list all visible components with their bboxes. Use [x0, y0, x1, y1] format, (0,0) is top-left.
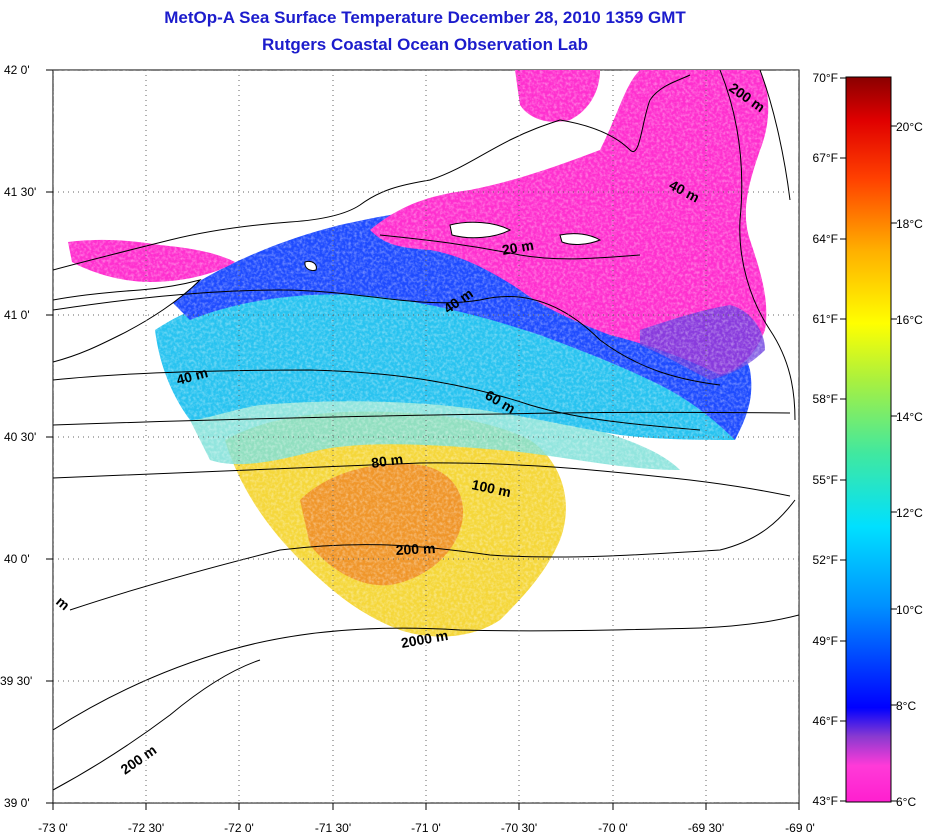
y-tick-label: 42 0'	[4, 63, 30, 77]
celsius-label: 14°C	[896, 410, 923, 424]
map-title: MetOp-A Sea Surface Temperature December…	[164, 8, 686, 27]
x-tick-label: -70 0'	[598, 821, 628, 835]
nantucket	[559, 233, 602, 245]
fahrenheit-label: 52°F	[813, 553, 838, 567]
axis-ticks	[46, 69, 800, 810]
sst-field	[53, 70, 799, 803]
celsius-label: 10°C	[896, 603, 923, 617]
y-tick-label: 41 0'	[4, 308, 30, 322]
new-england-coast	[53, 119, 561, 271]
fahrenheit-label: 67°F	[813, 151, 838, 165]
y-tick-label: 39 30'	[0, 674, 32, 688]
celsius-label: 8°C	[896, 699, 916, 713]
colorbar	[845, 76, 892, 803]
x-tick-label: -70 30'	[501, 821, 537, 835]
fahrenheit-label: 46°F	[813, 714, 838, 728]
contour-label-20m: 20 m	[501, 237, 535, 258]
long-island-land	[53, 279, 202, 363]
x-tick-label: -72 30'	[128, 821, 164, 835]
x-tick-label: -73 0'	[38, 821, 68, 835]
x-tick-label: -72 0'	[224, 821, 254, 835]
cape-cod-coast	[559, 74, 691, 153]
fahrenheit-label: 61°F	[813, 312, 838, 326]
graticule	[53, 70, 799, 803]
y-axis-labels: 42 0' 41 30' 41 0' 40 30' 40 0' 39 30' 3…	[0, 63, 36, 810]
fahrenheit-label: 58°F	[813, 392, 838, 406]
celsius-label: 18°C	[896, 217, 923, 231]
contour-label-40m-west: 40 m	[175, 364, 210, 388]
contour-20m	[379, 234, 641, 260]
contour-100m	[53, 462, 791, 497]
fahrenheit-label: 64°F	[813, 232, 838, 246]
y-tick-label: 41 30'	[4, 185, 36, 199]
y-tick-label: 40 0'	[4, 552, 30, 566]
x-axis-labels: -73 0' -72 30' -72 0' -71 30' -71 0' -70…	[38, 821, 815, 835]
colorbar-ticks	[840, 77, 897, 802]
y-tick-label: 39 0'	[4, 796, 30, 810]
contour-label-200m-mid: 200 m	[395, 540, 435, 558]
block-island	[304, 261, 317, 271]
contour-60m	[53, 369, 701, 431]
contour-ne-200	[759, 70, 791, 201]
fahrenheit-label: 70°F	[813, 71, 838, 85]
celsius-label: 20°C	[896, 120, 923, 134]
contour-2000m	[53, 614, 799, 731]
celsius-label: 12°C	[896, 506, 923, 520]
bathymetry-contours	[53, 70, 799, 791]
celsius-label: 6°C	[896, 795, 916, 809]
contour-shelf-east	[719, 70, 796, 421]
contour-80m	[53, 411, 791, 426]
fahrenheit-label: 55°F	[813, 473, 838, 487]
fahrenheit-label: 43°F	[813, 794, 838, 808]
data-gap-speckle	[53, 70, 799, 803]
marthas-vineyard	[449, 221, 512, 239]
x-tick-label: -71 0'	[411, 821, 441, 835]
celsius-label: 16°C	[896, 313, 923, 327]
contour-200m	[69, 499, 796, 611]
colorbar-c-labels: 20°C 18°C 16°C 14°C 12°C 10°C 8°C 6°C	[896, 120, 923, 809]
contour-40m	[53, 289, 721, 386]
x-tick-label: -69 0'	[785, 821, 815, 835]
contour-200m-south	[53, 659, 261, 791]
colorbar-f-labels: 70°F 67°F 64°F 61°F 58°F 55°F 52°F 49°F …	[813, 71, 838, 808]
contour-label-80m: 80 m	[370, 451, 404, 471]
y-tick-label: 40 30'	[4, 430, 36, 444]
x-tick-label: -71 30'	[315, 821, 351, 835]
map-subtitle: Rutgers Coastal Ocean Observation Lab	[262, 35, 588, 54]
fahrenheit-label: 49°F	[813, 634, 838, 648]
x-tick-label: -69 30'	[688, 821, 724, 835]
